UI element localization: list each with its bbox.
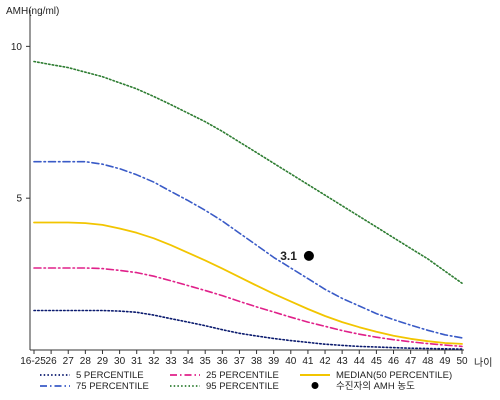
x-tick-label: 45 xyxy=(371,356,383,367)
x-tick-label: 49 xyxy=(439,356,451,367)
legend-label: 95 PERCENTILE xyxy=(206,381,279,392)
series-line-25-percentile xyxy=(33,267,463,348)
x-tick-label: 30 xyxy=(114,356,126,367)
x-tick-label: 44 xyxy=(354,356,366,367)
chart-points: 3.1 xyxy=(280,249,314,263)
x-tick-label: 42 xyxy=(319,356,331,367)
x-tick-label: 37 xyxy=(234,356,246,367)
x-tick-label: 50 xyxy=(456,356,468,367)
series-line-median-50-percentile- xyxy=(33,221,463,345)
x-tick-label: 46 xyxy=(388,356,400,367)
x-tick-label: 29 xyxy=(97,356,109,367)
chart-series-lines xyxy=(33,60,463,350)
x-tick-label: 28 xyxy=(80,356,92,367)
x-tick-label: 26 xyxy=(46,356,58,367)
legend-label: 25 PERCENTILE xyxy=(206,370,279,381)
x-tick-label: 35 xyxy=(200,356,212,367)
legend-label: 5 PERCENTILE xyxy=(76,370,144,381)
x-axis-label: 나이 xyxy=(474,357,492,369)
series-line-95-percentile xyxy=(33,60,463,285)
x-tick-label: 36 xyxy=(217,356,229,367)
amh-result-label: 3.1 xyxy=(280,249,297,263)
x-tick-label: 40 xyxy=(285,356,297,367)
x-tick-label: 33 xyxy=(165,356,177,367)
x-tick-label: 34 xyxy=(183,356,195,367)
legend-label: MEDIAN(50 PERCENTILE) xyxy=(336,370,452,381)
legend-label: 75 PERCENTILE xyxy=(76,381,149,392)
legend-label: 수진자의 AMH 농도 xyxy=(336,381,415,392)
amh-result-point xyxy=(303,250,314,261)
y-tick-label: 10 xyxy=(11,42,23,53)
x-tick-label: 47 xyxy=(405,356,417,367)
x-tick-label: 31 xyxy=(131,356,143,367)
x-tick-label: 41 xyxy=(302,356,314,367)
x-tick-label: 16-25 xyxy=(20,356,46,367)
series-line-5-percentile xyxy=(33,309,463,350)
x-tick-label: 32 xyxy=(148,356,160,367)
x-tick-label: 43 xyxy=(337,356,349,367)
x-tick-label: 27 xyxy=(63,356,75,367)
x-tick-label: 39 xyxy=(268,356,280,367)
x-tick-label: 38 xyxy=(251,356,263,367)
chart-legend: 5 PERCENTILE 25 PERCENTILE MEDIAN(50 PERCE… xyxy=(40,370,452,392)
legend-point-swatch xyxy=(311,382,319,389)
series-line-75-percentile xyxy=(33,160,463,339)
chart-axes: AMH(ng/ml) 5 10 16-25 26 27 28 29 30 31 32 33 34 35 36… xyxy=(6,6,492,369)
y-axis-label: AMH(ng/ml) xyxy=(6,6,59,17)
y-tick-label: 5 xyxy=(16,194,22,205)
x-tick-label: 48 xyxy=(422,356,434,367)
